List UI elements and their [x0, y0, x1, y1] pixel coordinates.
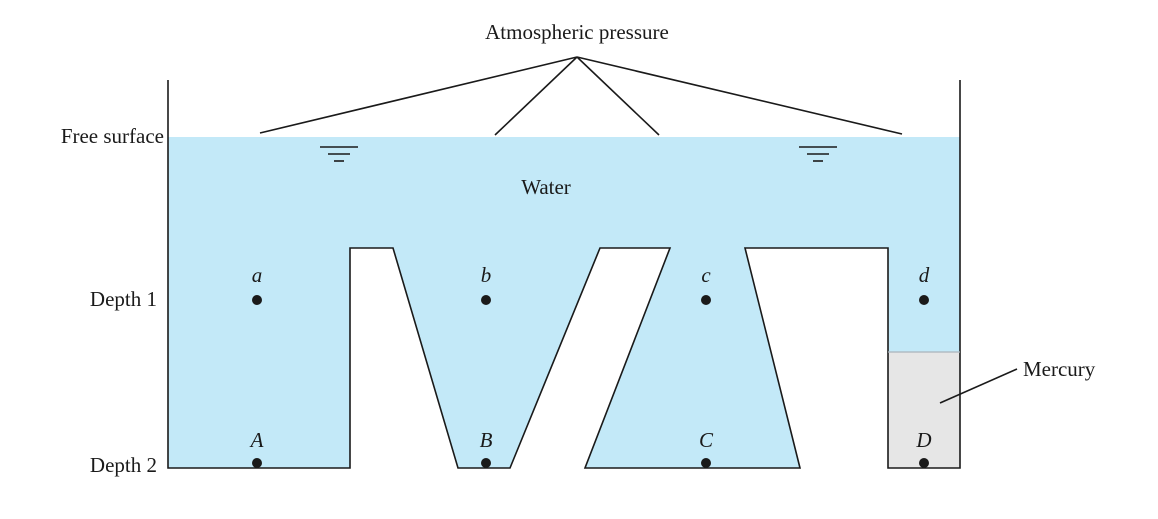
point-marker-B: [481, 458, 491, 468]
mercury-region: [888, 352, 960, 468]
depth-1-label: Depth 1: [90, 287, 157, 311]
point-label-c: c: [701, 263, 711, 287]
point-label-C: C: [699, 428, 714, 452]
point-label-a: a: [252, 263, 263, 287]
container-outline: [167, 80, 961, 469]
atmospheric-pressure-lines: [259, 56, 903, 136]
free-surface-label: Free surface: [61, 124, 164, 148]
point-marker-C: [701, 458, 711, 468]
point-marker-c: [701, 295, 711, 305]
point-marker-d: [919, 295, 929, 305]
point-marker-A: [252, 458, 262, 468]
point-label-b: b: [481, 263, 492, 287]
mercury-label: Mercury: [1023, 357, 1096, 381]
free-surface-symbol-left: [320, 146, 358, 162]
depth-2-label: Depth 2: [90, 453, 157, 477]
water-region: [168, 137, 960, 468]
atmospheric-pressure-label: Atmospheric pressure: [485, 20, 669, 44]
free-surface-symbol-right: [799, 146, 837, 162]
point-marker-D: [919, 458, 929, 468]
point-label-D: D: [915, 428, 931, 452]
point-label-B: B: [480, 428, 493, 452]
point-label-d: d: [919, 263, 930, 287]
mercury-leader-line: [939, 368, 1018, 404]
point-marker-a: [252, 295, 262, 305]
point-label-A: A: [249, 428, 264, 452]
water-label: Water: [521, 175, 571, 199]
point-marker-b: [481, 295, 491, 305]
